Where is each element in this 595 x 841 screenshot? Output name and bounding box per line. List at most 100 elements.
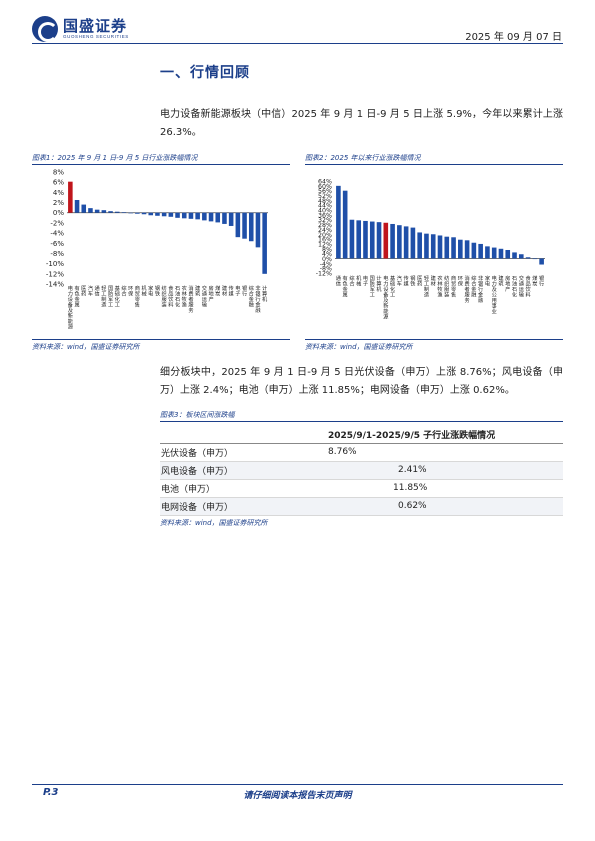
y-tick-label: 8%	[322, 246, 332, 253]
bar-建筑	[195, 212, 200, 220]
category-label: 纺织服装	[444, 274, 450, 299]
category-label: 基础化工	[115, 284, 121, 309]
bar-农林牧渔	[437, 235, 443, 259]
row-name: 电池（申万）	[160, 479, 320, 498]
bar-综合金融	[248, 212, 254, 242]
bar-商贸零售	[135, 212, 140, 214]
y-tick-label: 24%	[318, 227, 332, 234]
category-label: 汽车	[397, 274, 403, 288]
bar-综合	[349, 219, 355, 259]
category-label: 有色金属	[343, 274, 349, 299]
category-label: 银行	[242, 284, 248, 298]
y-tick-label: 56%	[318, 188, 332, 195]
y-tick-label: -2%	[50, 219, 64, 227]
figure-1-title: 图表1：2025 年 9 月 1 日-9 月 5 日行业涨跌幅情况	[32, 152, 290, 165]
row-value: 11.85%	[320, 479, 563, 498]
y-tick-label: 0%	[322, 256, 332, 263]
bar-有色金属	[74, 200, 80, 213]
category-label: 计算机	[262, 284, 268, 303]
category-label: 环保	[458, 275, 464, 288]
logo-name-en: GUOSHENG SECURITIES	[63, 34, 129, 39]
bar-基础化工	[390, 223, 395, 259]
category-label: 家电	[148, 284, 153, 298]
bar-计算机	[262, 212, 267, 274]
row-value: 0.62%	[320, 497, 563, 516]
category-label: 传媒	[404, 274, 410, 288]
bar-建材	[430, 234, 436, 259]
table-row: 电网设备（申万） 0.62%	[160, 497, 563, 516]
y-tick-label: -12%	[46, 270, 64, 278]
page-number: P.3	[43, 787, 59, 798]
bar-钢铁	[410, 227, 416, 259]
y-tick-label: 48%	[318, 198, 332, 205]
subsector-paragraph: 细分板块中，2025 年 9 月 1 日-9 月 5 日光伏设备（申万）上涨 8…	[160, 367, 563, 396]
category-label: 农林牧渔	[437, 274, 443, 299]
footer-disclaimer: 请仔细阅读本报告末页声明	[243, 791, 352, 801]
y-tick-label: 32%	[318, 217, 332, 224]
table-row: 电池（申万） 11.85%	[160, 479, 563, 498]
bar-食品饮料	[168, 212, 174, 217]
y-tick-label: -10%	[46, 260, 64, 268]
category-label: 非银行金融	[255, 284, 261, 314]
category-label: 交通运输	[202, 284, 208, 309]
bar-煤炭	[215, 212, 221, 223]
category-label: 电力设备及新能源	[383, 274, 389, 321]
category-label: 电子	[363, 274, 368, 288]
bar-交通运输	[518, 254, 524, 259]
y-tick-label: 6%	[53, 179, 64, 187]
y-tick-label: 0%	[53, 209, 64, 217]
category-label: 商贸零售	[451, 274, 457, 299]
row-name: 光伏设备（申万）	[160, 443, 320, 462]
bar-汽车	[88, 208, 93, 213]
category-label: 国防军工	[108, 285, 113, 309]
bar-煤炭	[532, 258, 538, 260]
bar-房地产	[208, 212, 214, 222]
bar-纺织服装	[161, 212, 167, 217]
category-label: 石油石化	[512, 275, 517, 299]
category-label: 医药	[81, 285, 86, 298]
category-label: 食品饮料	[525, 274, 531, 299]
bar-商贸零售	[451, 237, 456, 259]
category-label: 钢铁	[410, 274, 415, 288]
category-label: 电力及公用事业	[492, 274, 497, 315]
bar-消费者服务	[188, 212, 194, 219]
y-tick-label: 4%	[53, 189, 64, 197]
bar-非银行金融	[255, 212, 261, 248]
bar-环保	[458, 239, 463, 259]
y-tick-label: 36%	[318, 212, 332, 219]
section-title: 一、行情回顾	[160, 65, 250, 81]
bar-国防军工	[369, 221, 375, 259]
company-logo: 国盛证券 GUOSHENG SECURITIES	[32, 16, 129, 42]
category-label: 通信	[336, 274, 342, 288]
category-label: 综合金融	[471, 274, 477, 299]
figure-2-source: 资料来源：wind，国盛证券研究所	[305, 339, 563, 351]
report-date: 2025 年 09 月 07 日	[465, 32, 562, 43]
y-tick-label: 44%	[318, 203, 332, 210]
bar-国防军工	[108, 211, 113, 213]
bar-钢铁	[155, 212, 160, 216]
y-tick-label: -4%	[320, 261, 332, 268]
category-label: 轻工制造	[424, 274, 430, 299]
y-tick-label: -14%	[46, 281, 64, 289]
y-tick-label: 8%	[53, 169, 64, 177]
category-label: 农林牧渔	[182, 284, 188, 309]
bar-纺织服装	[444, 236, 450, 259]
logo-name-cn: 国盛证券	[63, 17, 128, 35]
category-label: 煤炭	[215, 284, 220, 298]
bar-石油石化	[175, 212, 180, 218]
bar-消费者服务	[464, 240, 470, 259]
table-row: 光伏设备（申万） 8.76%	[160, 443, 563, 462]
bar-电力设备及新能源	[68, 181, 73, 213]
y-tick-label: -12%	[316, 271, 332, 278]
bar-医药	[81, 204, 87, 213]
figure-2-title: 图表2：2025 年以来行业涨跌幅情况	[305, 152, 563, 165]
y-tick-label: 16%	[318, 237, 332, 244]
category-label: 食品饮料	[168, 284, 174, 309]
category-label: 传媒	[229, 284, 235, 298]
category-label: 国防军工	[370, 275, 375, 299]
row-name: 电网设备（申万）	[160, 497, 320, 516]
intro-paragraph: 电力设备新能源板块（中信）2025 年 9 月 1 日-9 月 5 日上涨 5.…	[160, 109, 563, 138]
figure-3-source: 资料来源：wind，国盛证券研究所	[160, 519, 268, 527]
category-label: 交通运输	[519, 274, 525, 299]
ytd-industry-change-chart: 64%60%56%52%48%44%40%36%32%28%24%20%16%1…	[316, 179, 545, 321]
